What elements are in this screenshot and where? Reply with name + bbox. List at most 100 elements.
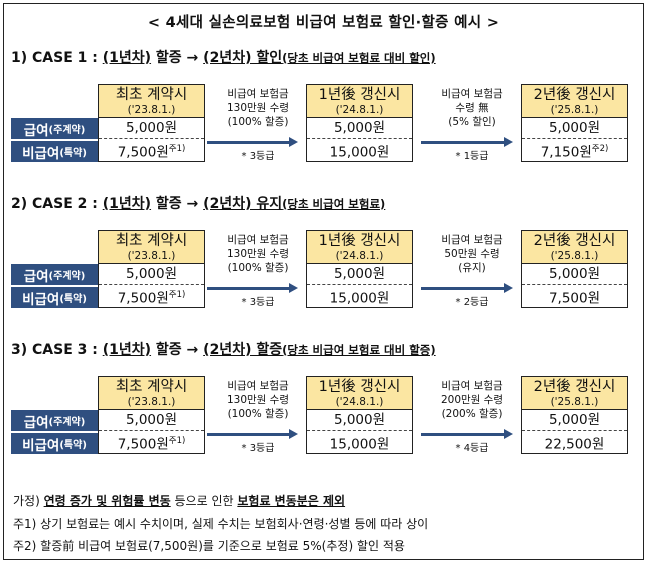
- assumption-bold-2: 보험료 변동분은 제외: [237, 494, 346, 508]
- right-arrow-icon: [421, 429, 513, 439]
- noncovered-premium: 15,000원: [329, 144, 390, 161]
- transition-note: 비급여 보험금 130만원 수령 (100% 할증): [206, 233, 310, 275]
- noncovered-premium: 15,000원: [329, 436, 390, 453]
- premium-box: 2년後 갱신시 ('25.8.1.) 5,000원 22,500원: [521, 376, 628, 454]
- footnote-ref: 주1): [168, 436, 186, 446]
- noncovered-premium-cell: 7,150원주2): [522, 139, 627, 161]
- period-title: 1년後 갱신시: [318, 233, 401, 249]
- noncovered-premium: 15,000원: [329, 290, 390, 307]
- premium-box-header: 최초 계약시 ('23.8.1.): [99, 85, 204, 118]
- note-line-1: 비급여 보험금: [227, 380, 289, 392]
- noncovered-row-label: 비급여 (특약): [11, 433, 98, 454]
- noncovered-label-sub: (특약): [59, 148, 87, 159]
- premium-box: 최초 계약시 ('23.8.1.) 5,000원 7,500원주1): [98, 376, 205, 454]
- document-frame: [3, 3, 644, 560]
- note-line-2: 130만원 수령: [226, 394, 290, 406]
- covered-label-main: 급여: [23, 268, 49, 285]
- covered-row-label: 급여 (주계약): [11, 264, 98, 285]
- footnote-2: 주2) 할증前 비급여 보험료(7,500원)를 기준으로 보험료 5%(추정)…: [13, 539, 405, 553]
- covered-row-label: 급여 (주계약): [11, 118, 98, 139]
- period-title: 1년後 갱신시: [318, 87, 401, 103]
- note-line-2: 130만원 수령: [226, 102, 290, 114]
- premium-box: 2년後 갱신시 ('25.8.1.) 5,000원 7,500원: [521, 230, 628, 308]
- right-arrow-icon: [421, 137, 513, 147]
- covered-premium: 5,000원: [307, 118, 412, 139]
- premium-box: 2년後 갱신시 ('25.8.1.) 5,000원 7,150원주2): [521, 84, 628, 162]
- premium-box: 최초 계약시 ('23.8.1.) 5,000원 7,500원주1): [98, 230, 205, 308]
- premium-box-header: 최초 계약시 ('23.8.1.): [99, 231, 204, 264]
- note-line-1: 비급여 보험금: [441, 88, 503, 100]
- covered-label-sub: (주계약): [48, 125, 86, 136]
- premium-box-header: 2년後 갱신시 ('25.8.1.): [522, 377, 627, 410]
- period-date: ('25.8.1.): [550, 104, 599, 116]
- note-line-3: (유지): [458, 262, 486, 274]
- noncovered-premium-cell: 7,500원주1): [99, 431, 204, 453]
- noncovered-label-main: 비급여: [22, 145, 60, 162]
- noncovered-label-sub: (특약): [59, 440, 87, 451]
- grade-label: * 2등급: [455, 297, 489, 308]
- period-title: 최초 계약시: [115, 87, 188, 103]
- period-title: 최초 계약시: [115, 233, 188, 249]
- case-heading: 1) CASE 1 : (1년차) 할증 → (2년차) 할인(당초 비급여 보…: [11, 47, 436, 67]
- noncovered-premium-cell: 7,500원주1): [99, 139, 204, 161]
- noncovered-premium: 7,500원: [117, 290, 169, 307]
- covered-premium: 5,000원: [522, 118, 627, 139]
- period-date: ('24.8.1.): [335, 104, 384, 116]
- covered-premium: 5,000원: [522, 264, 627, 285]
- covered-row-label: 급여 (주계약): [11, 410, 98, 431]
- footnote-ref: 주1): [168, 290, 186, 300]
- period-date: ('25.8.1.): [550, 396, 599, 408]
- noncovered-label-main: 비급여: [22, 437, 60, 454]
- case-number: 1) CASE 1 :: [11, 50, 103, 66]
- period-date: ('23.8.1.): [127, 250, 176, 262]
- period-date: ('24.8.1.): [335, 250, 384, 262]
- covered-label-sub: (주계약): [48, 417, 86, 428]
- note-line-2: 50만원 수령: [444, 248, 500, 260]
- assumption-mid: 등으로 인한: [170, 494, 238, 508]
- noncovered-premium-cell: 22,500원: [522, 431, 627, 453]
- premium-box: 최초 계약시 ('23.8.1.) 5,000원 7,500원주1): [98, 84, 205, 162]
- case-number: 3) CASE 3 :: [11, 342, 103, 358]
- noncovered-label-sub: (특약): [59, 294, 87, 305]
- premium-box-header: 2년後 갱신시 ('25.8.1.): [522, 85, 627, 118]
- case-description: (당초 비급여 보험료): [282, 197, 386, 211]
- year1-label: (1년차): [102, 50, 152, 66]
- premium-box: 1년後 갱신시 ('24.8.1.) 5,000원 15,000원: [306, 84, 413, 162]
- covered-premium: 5,000원: [99, 118, 204, 139]
- year1-label: (1년차): [102, 342, 152, 358]
- period-title: 2년後 갱신시: [533, 379, 616, 395]
- noncovered-premium: 7,500원: [548, 290, 601, 307]
- case-heading: 2) CASE 2 : (1년차) 할증 → (2년차) 유지(당초 비급여 보…: [11, 193, 385, 213]
- premium-box: 1년後 갱신시 ('24.8.1.) 5,000원 15,000원: [306, 376, 413, 454]
- note-line-2: 130만원 수령: [226, 248, 290, 260]
- covered-premium: 5,000원: [522, 410, 627, 431]
- year1-label: (1년차): [102, 196, 152, 212]
- right-arrow-icon: [421, 283, 513, 293]
- case-description: (당초 비급여 보험료 대비 할인): [282, 51, 436, 65]
- noncovered-premium: 7,150원: [540, 144, 592, 161]
- note-line-2: 수령 無: [455, 102, 489, 114]
- noncovered-label-main: 비급여: [22, 291, 60, 308]
- note-line-1: 비급여 보험금: [441, 234, 503, 246]
- footnote-assumption: 가정) 연령 증가 및 위험률 변동 등으로 인한 보험료 변동분은 제외: [13, 492, 345, 509]
- assumption-bold-1: 연령 증가 및 위험률 변동: [43, 494, 171, 508]
- transition-note: 비급여 보험금 50만원 수령 (유지): [420, 233, 524, 275]
- period-date: ('23.8.1.): [127, 396, 176, 408]
- noncovered-premium-cell: 7,500원: [522, 285, 627, 307]
- period-title: 2년後 갱신시: [533, 87, 616, 103]
- period-title: 2년後 갱신시: [533, 233, 616, 249]
- premium-box: 1년後 갱신시 ('24.8.1.) 5,000원 15,000원: [306, 230, 413, 308]
- year2-word: 할증: [251, 342, 283, 358]
- year2-word: 유지: [251, 196, 283, 212]
- note-line-3: (200% 할증): [441, 408, 503, 420]
- right-arrow-icon: [207, 429, 298, 439]
- noncovered-premium-cell: 15,000원: [307, 431, 412, 453]
- period-date: ('23.8.1.): [127, 104, 176, 116]
- note-line-3: (5% 할인): [448, 116, 496, 128]
- premium-box-header: 1년後 갱신시 ('24.8.1.): [307, 231, 412, 264]
- note-line-3: (100% 할증): [227, 408, 289, 420]
- premium-box-header: 1년後 갱신시 ('24.8.1.): [307, 377, 412, 410]
- year1-word: 할증 →: [151, 342, 204, 358]
- covered-premium: 5,000원: [307, 410, 412, 431]
- footnote-1: 주1) 상기 보험료는 예시 수치이며, 실제 수치는 보험회사·연령·성별 등…: [13, 517, 429, 531]
